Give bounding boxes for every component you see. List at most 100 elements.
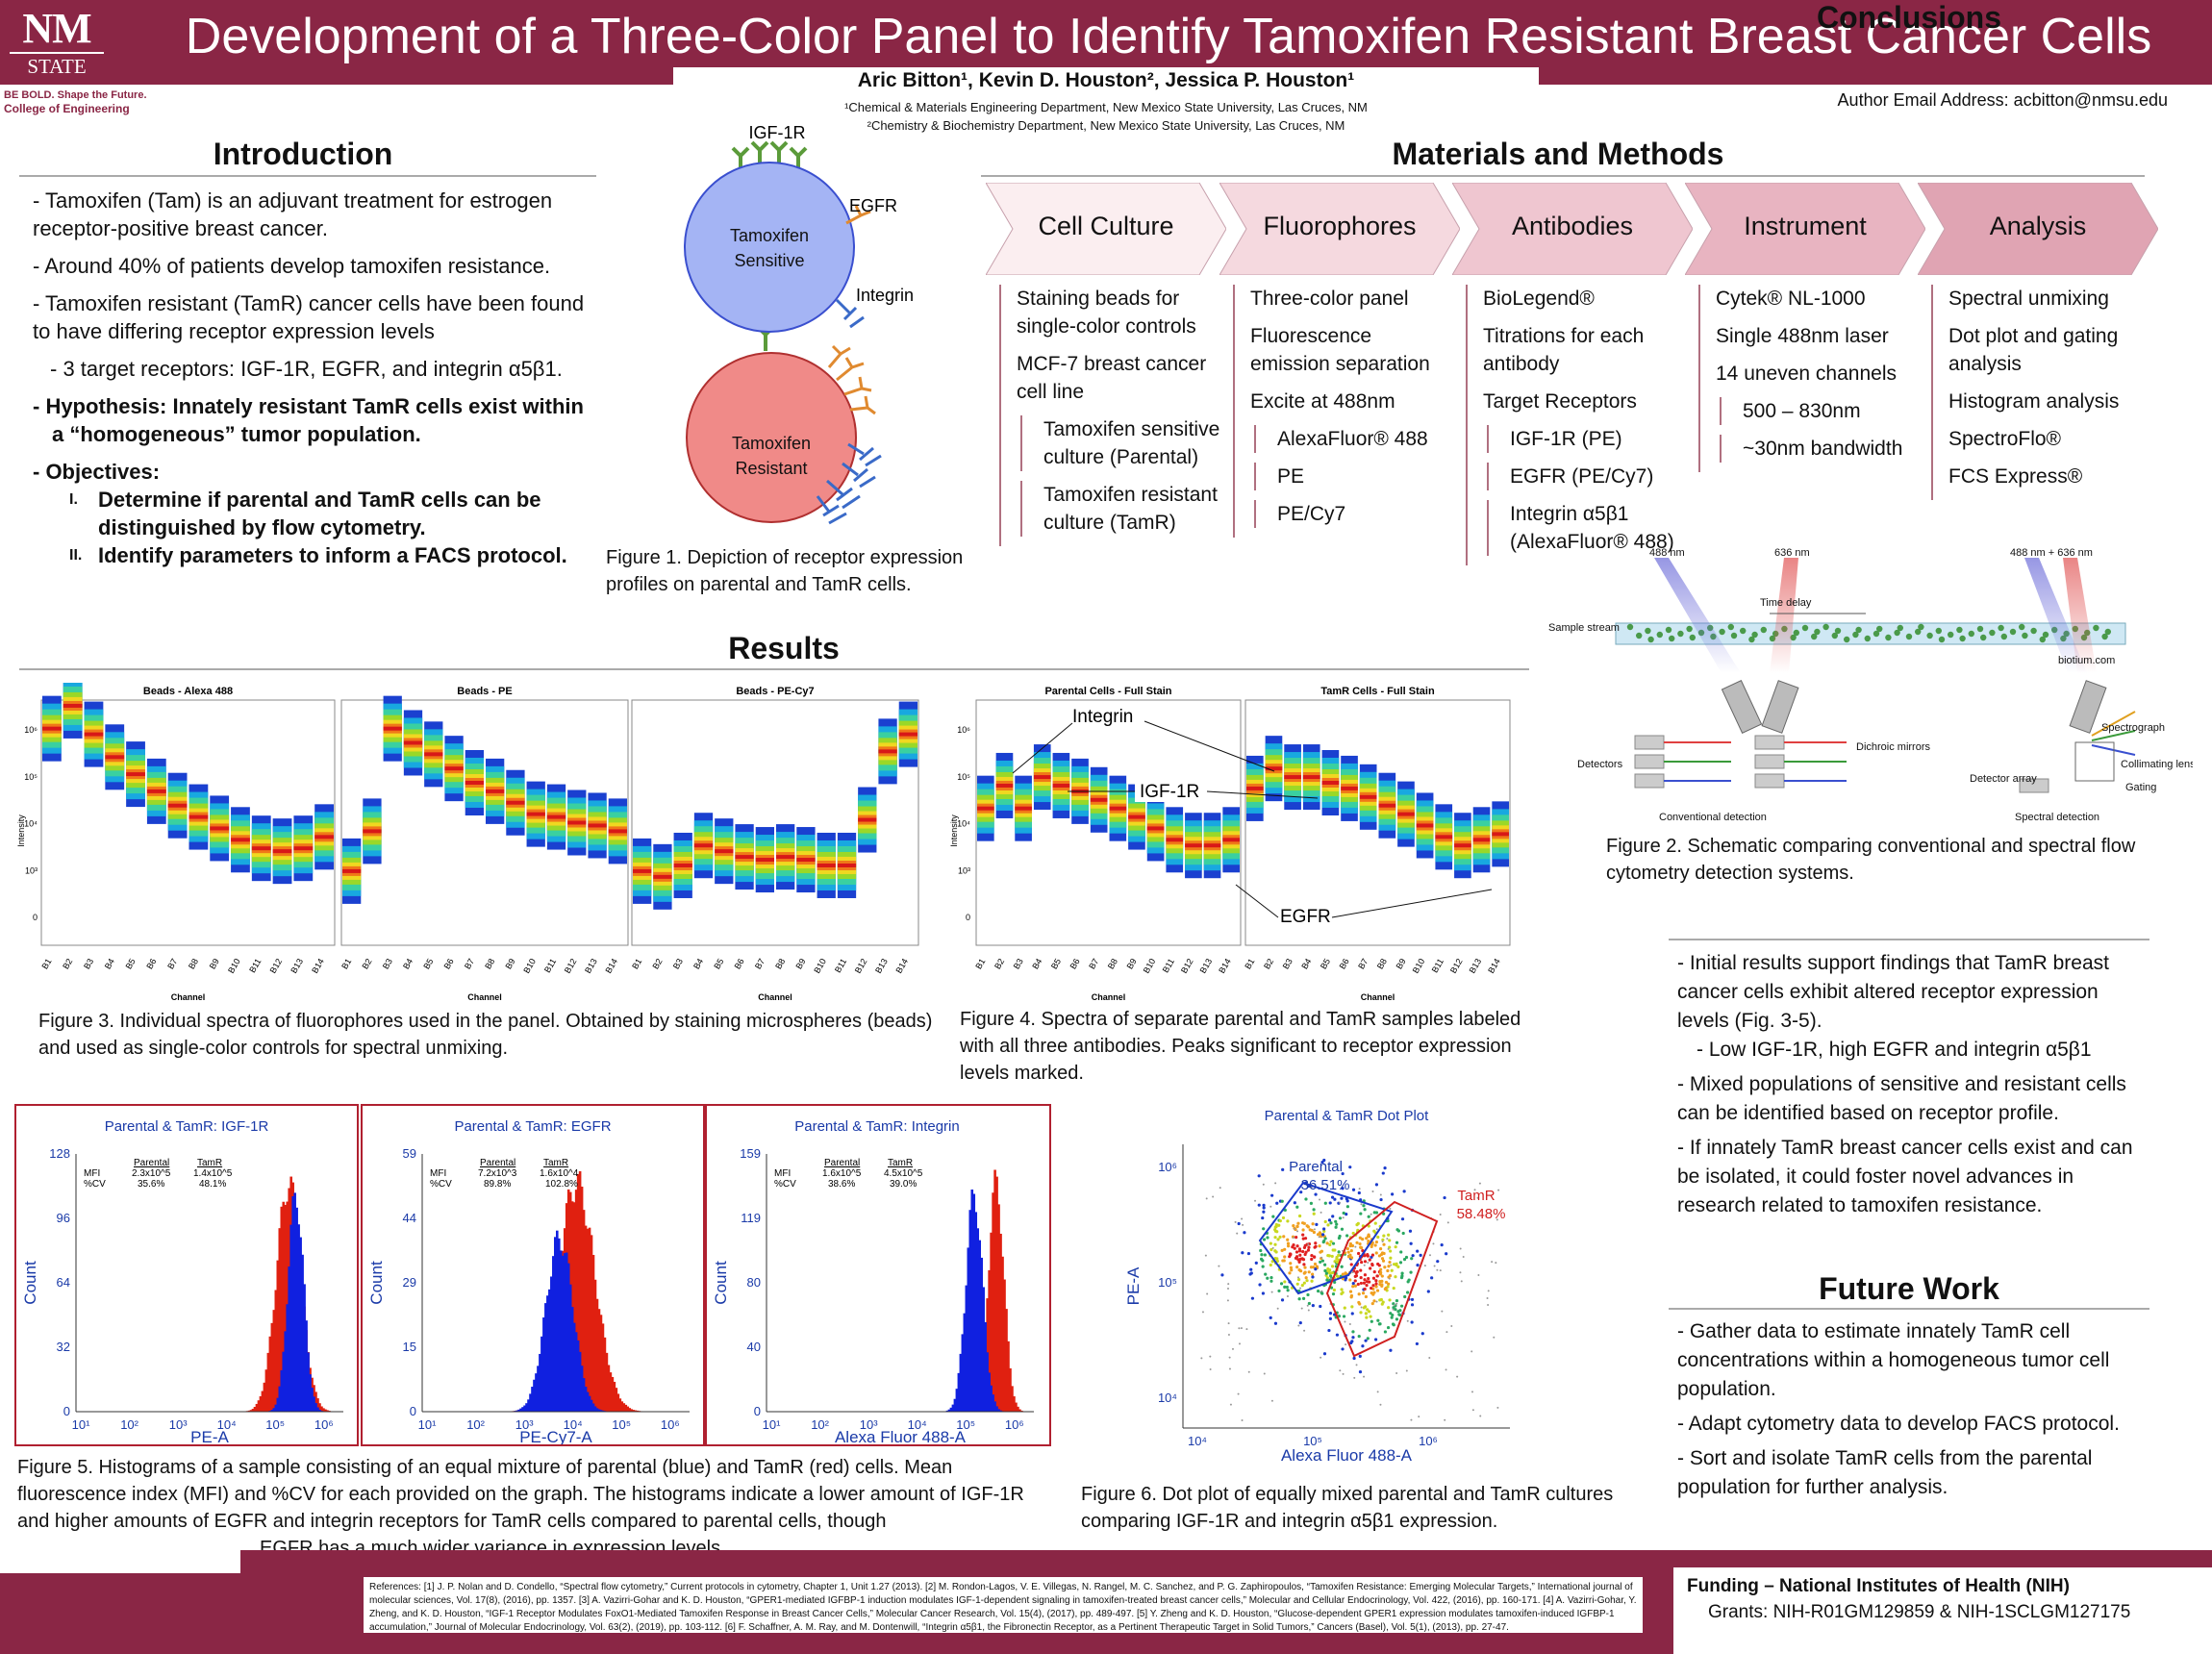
histogram-bin (957, 1372, 961, 1412)
dot (1426, 1290, 1430, 1293)
fig6-title: Parental & TamR Dot Plot (1265, 1108, 1429, 1124)
dot (1330, 1195, 1335, 1199)
dot (1293, 1246, 1296, 1250)
dot (1273, 1242, 1277, 1246)
y-tick: 0 (33, 913, 38, 922)
sensitive-cell (684, 162, 855, 333)
channel-tick: B4 (1299, 957, 1313, 971)
histogram-bin (988, 1372, 991, 1412)
y-tick: 15 (403, 1340, 416, 1354)
channel-tick: B4 (401, 957, 415, 971)
dot (1367, 1224, 1370, 1228)
fig4-igf-label: IGF-1R (1140, 782, 1199, 802)
dot (1296, 1276, 1299, 1279)
fig3-panel-3-channel-12 (858, 787, 877, 853)
dot (1320, 1160, 1324, 1165)
dot (1311, 1304, 1315, 1308)
cell-dot (1793, 629, 1799, 637)
histogram-bin (253, 1406, 257, 1412)
dot (1338, 1216, 1343, 1220)
dot (1269, 1241, 1272, 1245)
dot (1261, 1265, 1265, 1268)
histogram-bin (618, 1398, 622, 1412)
histogram-bin (588, 1395, 591, 1412)
dot (1338, 1234, 1342, 1239)
histogram-bin (590, 1399, 593, 1412)
parental-gate-pct: 36.51% (1301, 1177, 1350, 1193)
histogram-bin (576, 1340, 580, 1412)
channel-tick: B8 (773, 957, 787, 971)
x-tick: 10³ (169, 1417, 188, 1432)
histogram-bin (540, 1336, 543, 1412)
fig3-panel-2-channel-14 (608, 798, 627, 865)
x-tick: 10² (120, 1417, 138, 1432)
spectrum-band (995, 783, 1014, 788)
dot (1303, 1243, 1307, 1247)
histogram-bin (288, 1266, 290, 1412)
dot (1356, 1251, 1361, 1256)
dot (1320, 1256, 1323, 1259)
intro-bullet-4: - 3 target receptors: IGF-1R, EGFR, and … (50, 357, 563, 381)
histogram-bin (945, 1410, 949, 1412)
channel-tick: B10 (812, 957, 828, 975)
y-tick: 10³ (25, 865, 38, 875)
dot (1295, 1205, 1299, 1209)
spectrum-band (383, 726, 402, 731)
dot (1305, 1224, 1309, 1228)
dot (1372, 1299, 1376, 1303)
dot (1311, 1222, 1315, 1226)
y-tick: 0 (63, 1404, 70, 1418)
dot (1386, 1268, 1390, 1273)
dot (1331, 1292, 1336, 1296)
dot (1289, 1266, 1294, 1269)
fig1-resistant-label: Tamoxifen Resistant (731, 434, 812, 478)
histogram-bin (570, 1307, 574, 1412)
y-tick: 10⁴ (1158, 1391, 1177, 1405)
histogram-bin (565, 1252, 568, 1412)
dot (1346, 1250, 1350, 1254)
dot (1381, 1300, 1385, 1304)
dot (1334, 1225, 1338, 1229)
cell-dot (2042, 631, 2049, 639)
histogram-bin (521, 1407, 524, 1412)
methods-item: Cytek® NL-1000 (1716, 288, 1866, 310)
cell-dot (1669, 635, 1675, 642)
dot (1327, 1218, 1332, 1222)
y-tick: 0 (754, 1404, 761, 1418)
dot (1294, 1227, 1296, 1230)
histogram-bin (544, 1303, 547, 1412)
channel-tick: B9 (1125, 957, 1139, 971)
dot (1389, 1207, 1392, 1210)
integrin-arrow-tamr (1144, 720, 1275, 772)
dot (1269, 1205, 1272, 1208)
resistant-cell (686, 352, 857, 523)
dot (1436, 1268, 1439, 1271)
dot (1473, 1189, 1476, 1191)
spectrum-band (546, 814, 566, 819)
dot (1302, 1271, 1306, 1275)
dot (1382, 1234, 1386, 1238)
spectrum-band (189, 814, 209, 819)
dot (1378, 1247, 1383, 1251)
histogram-bin (961, 1334, 965, 1412)
channel-tick: B1 (339, 957, 353, 971)
histogram-bin (280, 1369, 284, 1412)
dot (1358, 1236, 1362, 1240)
fig4-panel-1-channel-10 (1146, 795, 1165, 862)
histogram-bin (578, 1170, 582, 1412)
dot (1408, 1229, 1413, 1233)
fig5-caption-main: Figure 5. Histograms of a sample consist… (17, 1457, 1024, 1532)
histogram-bin (559, 1250, 563, 1412)
histogram-bin (953, 1398, 957, 1412)
channel-tick: B9 (1395, 957, 1408, 971)
histogram-bin (527, 1399, 530, 1412)
cell-dot (1855, 626, 1862, 634)
dot (1389, 1256, 1393, 1260)
dot (1349, 1295, 1353, 1299)
y-tick: 0 (410, 1404, 416, 1418)
y-axis-label: Count (21, 1261, 39, 1305)
histogram-bin (1005, 1309, 1008, 1412)
dot (1295, 1282, 1299, 1286)
cell-dot (1801, 624, 1809, 632)
dot (1254, 1261, 1258, 1266)
